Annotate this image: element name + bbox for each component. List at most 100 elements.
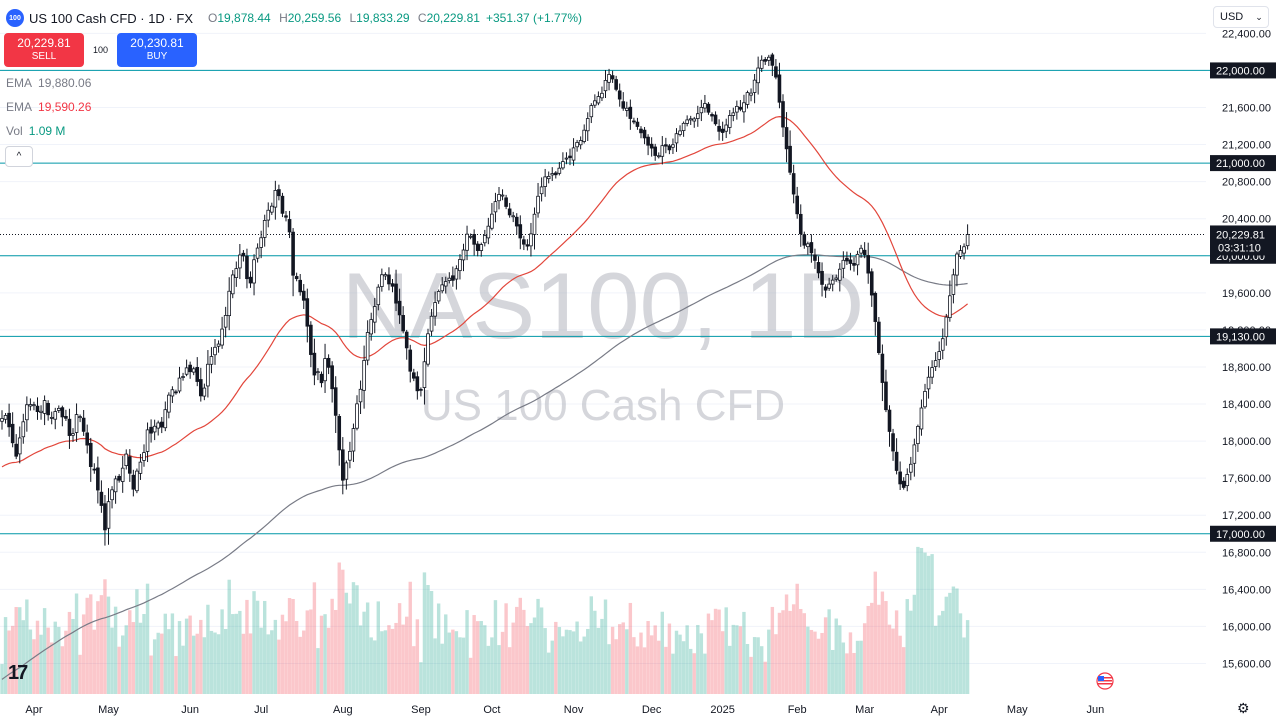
volume-bar bbox=[894, 610, 899, 694]
candle-body bbox=[447, 277, 452, 281]
volume-bar bbox=[291, 599, 295, 694]
volume-bar bbox=[170, 613, 175, 694]
volume-bar bbox=[738, 626, 743, 694]
volume-bar bbox=[177, 621, 182, 694]
volume-bar bbox=[781, 610, 785, 694]
volume-bar bbox=[763, 661, 767, 694]
volume-bar bbox=[689, 648, 693, 694]
currency-select[interactable]: USD ⌄ bbox=[1213, 6, 1269, 28]
candle-body bbox=[287, 219, 292, 233]
candle-body bbox=[710, 114, 714, 117]
volume-bar bbox=[277, 639, 281, 694]
level-label: 22,000.00 bbox=[1216, 65, 1265, 77]
volume-bar bbox=[646, 621, 650, 694]
candle-body bbox=[713, 114, 718, 125]
candle-body bbox=[603, 80, 608, 92]
volume-bar bbox=[337, 562, 341, 694]
volume-bar bbox=[287, 598, 292, 694]
candle-body bbox=[163, 409, 168, 429]
candle-body bbox=[443, 281, 448, 287]
indicator-volume[interactable]: Vol 1.09 M bbox=[6, 124, 65, 138]
volume-bar bbox=[909, 610, 913, 694]
candle-body bbox=[294, 276, 299, 280]
indicator-ema-long[interactable]: EMA 19,880.06 bbox=[6, 76, 91, 90]
candle-body bbox=[589, 105, 594, 118]
candle-body bbox=[120, 467, 125, 482]
time-tick-label: Sep bbox=[411, 704, 431, 716]
buy-button[interactable]: 20,230.81 BUY bbox=[117, 33, 197, 67]
volume-bar bbox=[958, 613, 963, 694]
volume-bar bbox=[752, 637, 757, 694]
volume-bar bbox=[405, 616, 409, 694]
candle-body bbox=[820, 270, 824, 285]
candle-body bbox=[280, 195, 285, 214]
symbol-title[interactable]: US 100 Cash CFD · 1D · FX bbox=[29, 10, 193, 26]
candle-body bbox=[838, 268, 842, 281]
candle-body bbox=[167, 394, 171, 413]
candle-body bbox=[955, 253, 959, 276]
candle-body bbox=[390, 283, 395, 287]
us-flag-icon[interactable] bbox=[1094, 672, 1116, 690]
volume-bar bbox=[497, 645, 501, 694]
candle-body bbox=[344, 462, 349, 480]
candle-body bbox=[834, 277, 839, 280]
candle-body bbox=[291, 231, 295, 276]
candle-body bbox=[529, 233, 533, 247]
volume-bar bbox=[951, 586, 956, 694]
price-tick-label: 18,400.00 bbox=[1222, 399, 1271, 411]
indicator-ema-short[interactable]: EMA 19,590.26 bbox=[6, 100, 91, 114]
candle-body bbox=[131, 474, 136, 490]
candle-body bbox=[206, 363, 210, 387]
candle-body bbox=[145, 429, 150, 452]
volume-bar bbox=[589, 596, 593, 694]
candle-body bbox=[749, 92, 753, 96]
volume-bar bbox=[745, 644, 750, 694]
candle-body bbox=[355, 403, 359, 429]
volume-bar bbox=[603, 599, 608, 694]
candle-body bbox=[848, 259, 853, 264]
ohlc-readout: O19,878.44 H20,259.56 L19,833.29 C20,229… bbox=[203, 11, 480, 25]
candle-body bbox=[646, 136, 650, 146]
candle-body bbox=[262, 220, 267, 238]
candle-body bbox=[10, 423, 15, 444]
volume-bar bbox=[788, 610, 792, 694]
tradingview-logo-icon[interactable]: 17 bbox=[8, 662, 28, 684]
volume-bar bbox=[326, 627, 331, 694]
candle-body bbox=[600, 92, 604, 99]
collapse-indicators-button[interactable]: ^ bbox=[5, 146, 33, 167]
candle-body bbox=[348, 450, 352, 461]
volume-bar bbox=[614, 639, 618, 694]
gear-icon[interactable]: ⚙ bbox=[1237, 700, 1250, 716]
volume-bar bbox=[955, 588, 959, 694]
candle-body bbox=[127, 456, 132, 474]
volume-bar bbox=[731, 624, 735, 694]
candle-body bbox=[745, 92, 750, 105]
volume-bar bbox=[550, 640, 554, 694]
volume-bar bbox=[916, 546, 920, 694]
candle-body bbox=[198, 379, 203, 397]
volume-bar bbox=[202, 637, 207, 694]
candle-body bbox=[42, 400, 47, 414]
candle-body bbox=[103, 503, 107, 531]
candle-body bbox=[387, 274, 391, 285]
price-tick-label: 21,200.00 bbox=[1222, 140, 1271, 152]
candle-body bbox=[81, 417, 86, 432]
volume-bar bbox=[582, 636, 586, 694]
watermark-title: NAS100, 1D bbox=[342, 253, 865, 358]
volume-bar bbox=[667, 623, 672, 694]
candle-body bbox=[330, 365, 334, 390]
volume-bar bbox=[412, 646, 416, 694]
volume-bar bbox=[486, 645, 491, 694]
candle-body bbox=[57, 407, 61, 411]
volume-bar bbox=[298, 636, 302, 694]
sell-button[interactable]: 20,229.81 SELL bbox=[4, 33, 84, 67]
candle-body bbox=[269, 205, 274, 213]
volume-bar bbox=[390, 628, 395, 694]
candle-body bbox=[909, 463, 913, 473]
volume-bar bbox=[145, 583, 150, 694]
time-tick-label: Oct bbox=[483, 704, 500, 716]
volume-bar bbox=[664, 646, 668, 694]
volume-bar bbox=[905, 599, 909, 694]
candle-body bbox=[234, 268, 239, 278]
